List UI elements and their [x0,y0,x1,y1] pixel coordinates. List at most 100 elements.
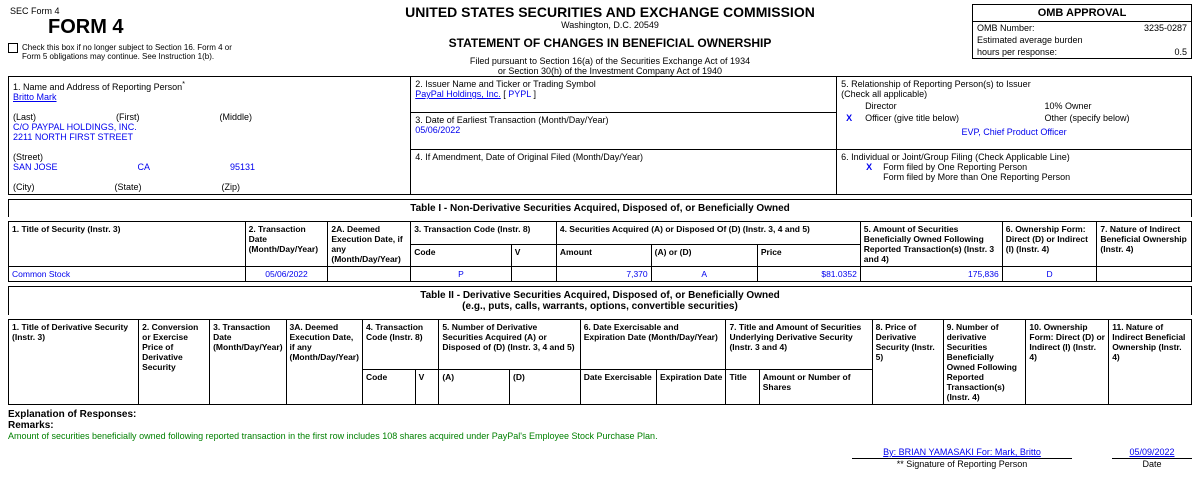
remarks-label: Remarks: [8,420,1192,431]
t2-h5d: (D) [510,369,581,404]
t2-h3: 3. Transaction Date (Month/Day/Year) [210,320,286,405]
filed-line-2: or Section 30(h) of the Investment Compa… [248,66,972,76]
middle-label: (Middle) [220,112,253,122]
t1-h4p: Price [757,244,860,267]
checkbox-note-text: Check this box if no longer subject to S… [22,43,248,61]
t1-row-deemed [328,267,411,282]
t1-h3c: Code [411,244,512,267]
t2-h11: 11. Nature of Indirect Beneficial Owners… [1109,320,1192,405]
other-label: Other (specify below) [1044,113,1187,123]
owner10-label: 10% Owner [1044,101,1187,111]
zip-label: (Zip) [222,182,241,192]
header-row: SEC Form 4 FORM 4 Check this box if no l… [8,4,1192,76]
t1-row-ad: A [651,267,757,282]
t2-h7b: Amount or Number of Shares [759,369,872,404]
form-4-title: FORM 4 [8,16,248,39]
issuer-link[interactable]: PayPal Holdings, Inc. [415,89,501,99]
t1-h3: 3. Transaction Code (Instr. 8) [411,222,557,245]
t1-row-form: D [1002,267,1097,282]
filed-line-1: Filed pursuant to Section 16(a) of the S… [248,56,972,66]
addr-line1: C/O PAYPAL HOLDINGS, INC. [13,122,406,132]
t2-h7a: Title [726,369,759,404]
t1-row-price: $81.0352 [757,267,860,282]
city-label: (City) [13,182,35,192]
t2-h4v: V [415,369,439,404]
agency-title: UNITED STATES SECURITIES AND EXCHANGE CO… [248,4,972,20]
omb-number-label: OMB Number: [977,23,1035,33]
city-value: SAN JOSE [13,162,58,172]
omb-title: OMB APPROVAL [973,5,1191,22]
t1-h1: 1. Title of Security (Instr. 3) [9,222,246,267]
box3-value: 05/06/2022 [415,125,832,135]
officer-x: X [841,113,857,123]
t1-h2a: 2A. Deemed Execution Date, if any (Month… [328,222,411,267]
t2-h1: 1. Title of Derivative Security (Instr. … [9,320,139,405]
addr-line2: 2211 NORTH FIRST STREET [13,132,406,142]
state-value: CA [138,162,151,172]
checkbox-note-row: Check this box if no longer subject to S… [8,43,248,61]
first-label: (First) [116,112,140,122]
box5-sub: (Check all applicable) [841,89,1187,99]
t1-row-date: 05/06/2022 [245,267,328,282]
t2-h9: 9. Number of derivative Securities Benef… [943,320,1026,405]
t2-h5: 5. Number of Derivative Securities Acqui… [439,320,580,370]
t1-h5: 5. Amount of Securities Beneficially Own… [860,222,1002,267]
t1-h6: 6. Ownership Form: Direct (D) or Indirec… [1002,222,1097,267]
filing-one-x: X [861,162,877,172]
remarks-text: Amount of securities beneficially owned … [8,431,1192,441]
table2-title: Table II - Derivative Securities Acquire… [8,286,1192,315]
box2-label: 2. Issuer Name and Ticker or Trading Sym… [415,79,832,89]
title-block: UNITED STATES SECURITIES AND EXCHANGE CO… [248,4,972,76]
t1-h7: 7. Nature of Indirect Beneficial Ownersh… [1097,222,1192,267]
t2-h2: 2. Conversion or Exercise Price of Deriv… [139,320,210,405]
ticker-symbol: PYPL [508,89,531,99]
table1: 1. Title of Security (Instr. 3) 2. Trans… [8,221,1192,282]
officer-label: Officer (give title below) [865,113,1016,123]
t1-h2: 2. Transaction Date (Month/Day/Year) [245,222,328,267]
filing-more-label: Form filed by More than One Reporting Pe… [883,172,1070,182]
t2-h6a: Date Exercisable [580,369,656,404]
signature-date[interactable]: 05/09/2022 [1112,447,1192,459]
date-label: Date [1142,459,1161,469]
t2-h6: 6. Date Exercisable and Expiration Date … [580,320,726,370]
box6-label: 6. Individual or Joint/Group Filing (Che… [841,152,1187,162]
officer-title: EVP, Chief Product Officer [841,127,1187,137]
agency-address: Washington, D.C. 20549 [248,20,972,30]
t2-h5a: (A) [439,369,510,404]
no-longer-subject-checkbox[interactable] [8,43,18,53]
signature-link[interactable]: By: BRIAN YAMASAKI For: Mark, Britto [852,447,1072,459]
explanation-label: Explanation of Responses: [8,409,1192,420]
main-info-grid: 1. Name and Address of Reporting Person*… [8,76,1192,195]
table1-title: Table I - Non-Derivative Securities Acqu… [8,199,1192,217]
t1-row-nature [1097,267,1192,282]
signature-label: ** Signature of Reporting Person [897,459,1028,469]
table2: 1. Title of Derivative Security (Instr. … [8,319,1192,405]
omb-burden-label: Estimated average burden [977,35,1083,45]
box1-label: 1. Name and Address of Reporting Person [13,82,182,92]
t2-h3a: 3A. Deemed Execution Date, if any (Month… [286,320,362,405]
filing-one-label: Form filed by One Reporting Person [883,162,1027,172]
omb-box: OMB APPROVAL OMB Number: 3235-0287 Estima… [972,4,1192,59]
t1-row-v [511,267,556,282]
box4-label: 4. If Amendment, Date of Original Filed … [415,152,832,162]
zip-value: 95131 [230,162,255,172]
omb-hours-value: 0.5 [1174,47,1187,57]
omb-hours-label: hours per response: [977,47,1057,57]
t1-row-after: 175,836 [860,267,1002,282]
omb-number-value: 3235-0287 [1144,23,1187,33]
t2-h7: 7. Title and Amount of Securities Underl… [726,320,872,370]
t2-h8: 8. Price of Derivative Security (Instr. … [872,320,943,405]
state-label: (State) [115,182,142,192]
director-label: Director [865,101,1016,111]
t2-h6b: Expiration Date [657,369,726,404]
t1-row-code: P [411,267,512,282]
last-label: (Last) [13,112,36,122]
t1-h4ad: (A) or (D) [651,244,757,267]
t2-h4c: Code [362,369,415,404]
reporting-person-link[interactable]: Britto Mark [13,92,57,102]
t1-row-title: Common Stock [9,267,246,282]
statement-title: STATEMENT OF CHANGES IN BENEFICIAL OWNER… [248,36,972,50]
box3-label: 3. Date of Earliest Transaction (Month/D… [415,115,832,125]
street-label: (Street) [13,152,406,162]
t1-h3v: V [511,244,556,267]
